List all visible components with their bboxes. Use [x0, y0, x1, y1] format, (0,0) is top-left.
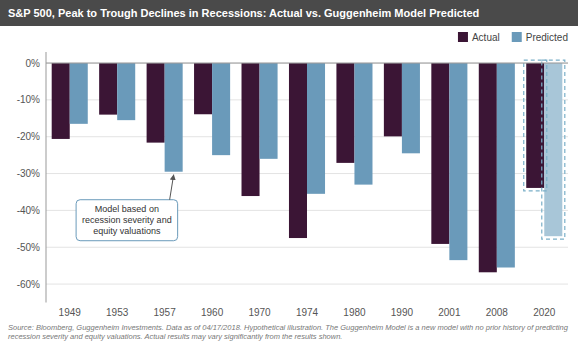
bar — [242, 63, 260, 196]
x-axis: 1949 1953 1957 1960 1970 1974 1980 1990 2001 2008… — [59, 307, 556, 318]
bar — [307, 63, 325, 194]
bar — [449, 63, 467, 260]
legend-swatch — [512, 32, 522, 42]
x-tick-label: 1957 — [154, 307, 177, 318]
bar — [336, 63, 354, 163]
legend-label: Actual — [472, 32, 500, 43]
highlight-outline — [524, 60, 547, 191]
grid-line — [46, 284, 568, 285]
y-tick-label: -60% — [17, 279, 40, 290]
chart-svg: S&P 500, Peak to Trough Declines in Rece… — [0, 0, 578, 344]
footnote: Source: Bloomberg, Guggenheim Investment… — [8, 323, 569, 341]
chart-title: S&P 500, Peak to Trough Declines in Rece… — [8, 7, 479, 19]
annotation-text: Model based onrecession severity andequi… — [82, 204, 172, 236]
legend-item: Predicted — [512, 32, 568, 43]
x-tick-label: 1974 — [296, 307, 319, 318]
x-tick-label: 1960 — [201, 307, 224, 318]
y-tick-label: -40% — [17, 205, 40, 216]
bar — [497, 63, 515, 267]
bar — [479, 63, 497, 272]
bar — [99, 63, 117, 115]
footnote-line: Source: Bloomberg, Guggenheim Investment… — [8, 323, 569, 332]
bars — [52, 63, 563, 272]
bar — [402, 63, 420, 153]
title-bar — [0, 0, 578, 26]
annotation-line: equity valuations — [93, 226, 161, 236]
x-tick-label: 2020 — [533, 307, 556, 318]
legend-swatch — [458, 32, 468, 42]
chart-container: S&P 500, Peak to Trough Declines in Rece… — [0, 0, 578, 344]
bar — [147, 63, 165, 143]
legend: Actual Predicted — [458, 32, 568, 43]
bar — [212, 63, 230, 155]
zero-line — [46, 63, 568, 64]
bar — [260, 63, 278, 159]
x-tick-label: 1949 — [59, 307, 82, 318]
annotation-line: recession severity and — [82, 215, 172, 225]
x-tick-label: 2008 — [486, 307, 509, 318]
annotation: Model based onrecession severity andequi… — [76, 175, 178, 241]
highlight — [524, 60, 565, 239]
bar — [165, 63, 183, 172]
legend-label: Predicted — [526, 32, 568, 43]
annotation-line: Model based on — [95, 204, 159, 214]
x-tick-label: 2001 — [438, 307, 461, 318]
background — [0, 0, 578, 344]
bar — [117, 63, 135, 120]
x-tick-label: 1953 — [106, 307, 129, 318]
grid — [46, 63, 568, 284]
bar — [431, 63, 449, 244]
bar — [354, 63, 372, 185]
bar — [384, 63, 402, 136]
annotation-box — [76, 200, 178, 241]
bar — [289, 63, 307, 238]
y-tick-label: 0% — [26, 58, 41, 69]
x-tick-label: 1990 — [391, 307, 414, 318]
x-tick-label: 1970 — [248, 307, 271, 318]
bar — [194, 63, 212, 114]
bar — [70, 63, 88, 124]
annotation-arrow — [170, 175, 174, 200]
y-tick-label: -10% — [17, 94, 40, 105]
y-tick-label: -50% — [17, 242, 40, 253]
footnote-line: recession severity and equity valuations… — [8, 332, 342, 341]
y-tick-label: -20% — [17, 131, 40, 142]
highlight-outline — [542, 60, 565, 239]
x-tick-label: 1980 — [343, 307, 366, 318]
bar — [52, 63, 70, 139]
y-tick-label: -30% — [17, 168, 40, 179]
grid-line — [46, 63, 568, 64]
y-axis-line — [46, 52, 47, 303]
legend-item: Actual — [458, 32, 500, 43]
y-axis: 0% -10% -20% -30% -40% -50% -60% — [17, 52, 46, 303]
